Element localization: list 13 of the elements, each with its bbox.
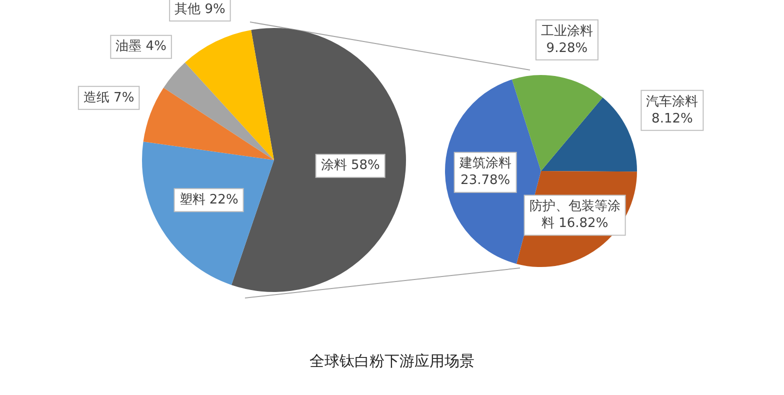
slice-label: 造纸 7% — [83, 90, 134, 106]
slice-label: 建筑涂料 — [458, 156, 512, 172]
data-label: 23.78% — [460, 173, 510, 188]
slice-label: 油墨 4% — [116, 39, 166, 54]
text: 全球钛白粉下游应用场景 — [308, 352, 476, 371]
slice-label: 工业涂料 — [540, 24, 593, 39]
slice-label: 其他 9% — [174, 2, 226, 17]
data-label: 9.28% — [546, 40, 588, 56]
slice-label: 涂料 58% — [320, 158, 380, 174]
slice-label: 防护、包装等涂料 16.82% — [529, 199, 620, 232]
slice-label: 汽车涂料 — [646, 94, 698, 110]
data-label: 8.12% — [652, 111, 693, 126]
slice-label: 塑料 22% — [179, 191, 238, 208]
